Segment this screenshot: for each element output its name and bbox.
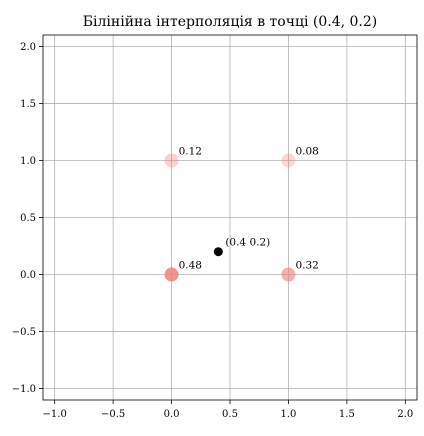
- x-tick-label-5: 1.5: [339, 409, 355, 420]
- grid-lines: [43, 35, 417, 400]
- target-point: [213, 247, 223, 257]
- axis-ticks: −1.0 −0.5 0.0 0.5 1.0 1.5 2.0 2.0 1.5 1.0 0.5 0.0 −0…: [12, 42, 414, 420]
- corner-point-3: [281, 267, 296, 282]
- x-tick-label-0: −1.0: [43, 409, 67, 420]
- corner-weight-label-0: 0.12: [179, 145, 202, 157]
- y-tick-label-4: 0.0: [20, 270, 36, 281]
- corner-weight-label-2: 0.48: [179, 260, 202, 272]
- y-tick-label-5: −0.5: [12, 327, 36, 338]
- corner-point-0: [164, 153, 179, 168]
- corner-weight-label-3: 0.32: [295, 260, 318, 272]
- corner-weight-label-1: 0.08: [295, 145, 318, 157]
- data-points: 0.12 0.08 0.48 0.32 (0.4 0.2): [164, 145, 319, 282]
- corner-point-1: [281, 153, 296, 168]
- x-tick-label-4: 1.0: [280, 409, 296, 420]
- x-tick-label-1: −0.5: [101, 409, 125, 420]
- y-tick-label-3: 0.5: [20, 213, 36, 224]
- y-tick-label-6: −1.0: [12, 384, 36, 395]
- x-tick-label-2: 0.0: [164, 409, 180, 420]
- x-tick-label-3: 0.5: [222, 409, 238, 420]
- chart-title: Білінійна інтерполяція в точці (0.4, 0.2…: [83, 14, 378, 30]
- plot-frame: [42, 34, 418, 401]
- x-tick-label-6: 2.0: [397, 409, 413, 420]
- corner-point-2: [164, 267, 179, 282]
- y-tick-label-0: 2.0: [20, 42, 36, 53]
- target-point-label: (0.4 0.2): [225, 237, 270, 249]
- y-tick-label-1: 1.5: [20, 99, 36, 110]
- y-tick-label-2: 1.0: [20, 156, 36, 167]
